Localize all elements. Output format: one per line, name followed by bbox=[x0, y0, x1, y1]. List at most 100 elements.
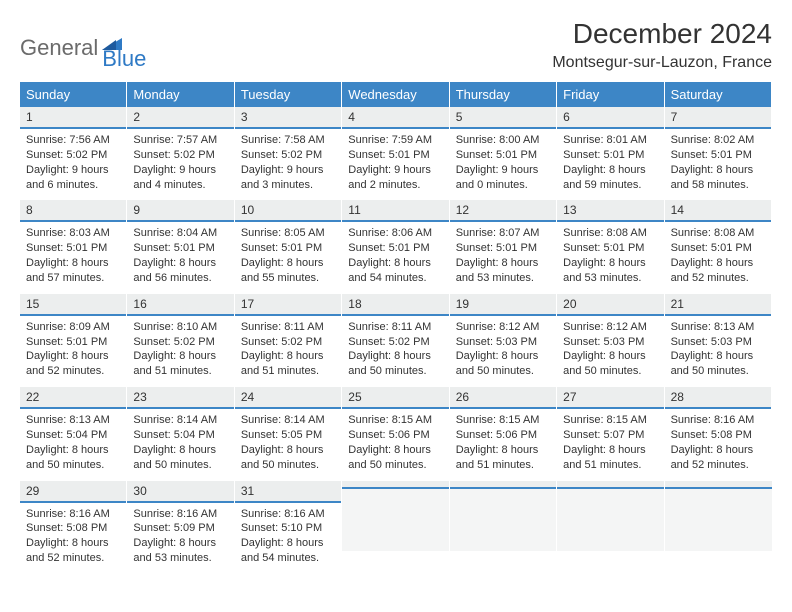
daylight-line2: and 50 minutes. bbox=[241, 458, 335, 473]
empty-cell bbox=[450, 489, 556, 551]
sunrise: Sunrise: 8:13 AM bbox=[26, 413, 120, 428]
calendar-cell: 31Sunrise: 8:16 AMSunset: 5:10 PMDayligh… bbox=[235, 481, 342, 574]
day-number: 20 bbox=[557, 294, 663, 316]
sunrise: Sunrise: 8:07 AM bbox=[456, 226, 550, 241]
sunset: Sunset: 5:01 PM bbox=[563, 148, 657, 163]
daylight-line1: Daylight: 8 hours bbox=[671, 256, 765, 271]
sunset: Sunset: 5:03 PM bbox=[671, 335, 765, 350]
sunset: Sunset: 5:04 PM bbox=[133, 428, 227, 443]
day-number bbox=[342, 481, 448, 489]
sunset: Sunset: 5:01 PM bbox=[133, 241, 227, 256]
daylight-line2: and 52 minutes. bbox=[671, 271, 765, 286]
daylight-line2: and 51 minutes. bbox=[241, 364, 335, 379]
daylight-line2: and 54 minutes. bbox=[348, 271, 442, 286]
sunrise: Sunrise: 8:16 AM bbox=[133, 507, 227, 522]
sunset: Sunset: 5:01 PM bbox=[26, 335, 120, 350]
daylight-line2: and 53 minutes. bbox=[563, 271, 657, 286]
sunset: Sunset: 5:02 PM bbox=[348, 335, 442, 350]
day-details: Sunrise: 7:58 AMSunset: 5:02 PMDaylight:… bbox=[235, 129, 341, 200]
day-number: 2 bbox=[127, 107, 233, 129]
day-details: Sunrise: 8:16 AMSunset: 5:09 PMDaylight:… bbox=[127, 503, 233, 574]
day-number: 12 bbox=[450, 200, 556, 222]
daylight-line1: Daylight: 8 hours bbox=[241, 349, 335, 364]
daylight-line2: and 54 minutes. bbox=[241, 551, 335, 566]
sunrise: Sunrise: 8:12 AM bbox=[456, 320, 550, 335]
day-number bbox=[557, 481, 663, 489]
sunset: Sunset: 5:01 PM bbox=[241, 241, 335, 256]
calendar-cell bbox=[665, 481, 772, 574]
daylight-line2: and 51 minutes. bbox=[563, 458, 657, 473]
daylight-line2: and 50 minutes. bbox=[348, 458, 442, 473]
day-number: 24 bbox=[235, 387, 341, 409]
daylight-line2: and 50 minutes. bbox=[26, 458, 120, 473]
calendar-cell: 19Sunrise: 8:12 AMSunset: 5:03 PMDayligh… bbox=[450, 294, 557, 387]
day-number: 11 bbox=[342, 200, 448, 222]
sunrise: Sunrise: 7:56 AM bbox=[26, 133, 120, 148]
title-block: December 2024 Montsegur-sur-Lauzon, Fran… bbox=[552, 18, 772, 72]
daylight-line2: and 50 minutes. bbox=[563, 364, 657, 379]
daylight-line2: and 53 minutes. bbox=[456, 271, 550, 286]
day-details: Sunrise: 8:05 AMSunset: 5:01 PMDaylight:… bbox=[235, 222, 341, 293]
sunset: Sunset: 5:02 PM bbox=[133, 148, 227, 163]
calendar-cell: 2Sunrise: 7:57 AMSunset: 5:02 PMDaylight… bbox=[127, 107, 234, 200]
sunset: Sunset: 5:08 PM bbox=[26, 521, 120, 536]
sunset: Sunset: 5:05 PM bbox=[241, 428, 335, 443]
daylight-line1: Daylight: 8 hours bbox=[671, 349, 765, 364]
day-number: 8 bbox=[20, 200, 126, 222]
daylight-line1: Daylight: 8 hours bbox=[348, 349, 442, 364]
sunrise: Sunrise: 8:06 AM bbox=[348, 226, 442, 241]
day-details: Sunrise: 8:15 AMSunset: 5:06 PMDaylight:… bbox=[342, 409, 448, 480]
sunrise: Sunrise: 8:16 AM bbox=[26, 507, 120, 522]
calendar-cell: 14Sunrise: 8:08 AMSunset: 5:01 PMDayligh… bbox=[665, 200, 772, 293]
day-details: Sunrise: 8:10 AMSunset: 5:02 PMDaylight:… bbox=[127, 316, 233, 387]
sunset: Sunset: 5:08 PM bbox=[671, 428, 765, 443]
day-number: 16 bbox=[127, 294, 233, 316]
day-number bbox=[450, 481, 556, 489]
calendar-cell: 27Sunrise: 8:15 AMSunset: 5:07 PMDayligh… bbox=[557, 387, 664, 480]
sunset: Sunset: 5:01 PM bbox=[456, 148, 550, 163]
sunrise: Sunrise: 8:15 AM bbox=[348, 413, 442, 428]
empty-cell bbox=[665, 489, 772, 551]
daylight-line1: Daylight: 8 hours bbox=[133, 349, 227, 364]
daylight-line2: and 55 minutes. bbox=[241, 271, 335, 286]
daylight-line2: and 51 minutes. bbox=[456, 458, 550, 473]
sunset: Sunset: 5:02 PM bbox=[241, 148, 335, 163]
daylight-line2: and 59 minutes. bbox=[563, 178, 657, 193]
daylight-line1: Daylight: 8 hours bbox=[456, 349, 550, 364]
calendar-cell bbox=[342, 481, 449, 574]
page-title: December 2024 bbox=[552, 18, 772, 50]
day-details: Sunrise: 7:56 AMSunset: 5:02 PMDaylight:… bbox=[20, 129, 126, 200]
daylight-line1: Daylight: 8 hours bbox=[26, 256, 120, 271]
day-number: 25 bbox=[342, 387, 448, 409]
day-header-saturday: Saturday bbox=[665, 82, 772, 107]
daylight-line1: Daylight: 8 hours bbox=[563, 256, 657, 271]
day-header-friday: Friday bbox=[557, 82, 664, 107]
day-number: 28 bbox=[665, 387, 771, 409]
sunset: Sunset: 5:01 PM bbox=[348, 241, 442, 256]
day-details: Sunrise: 8:11 AMSunset: 5:02 PMDaylight:… bbox=[235, 316, 341, 387]
sunrise: Sunrise: 7:58 AM bbox=[241, 133, 335, 148]
day-number: 29 bbox=[20, 481, 126, 503]
daylight-line1: Daylight: 8 hours bbox=[26, 536, 120, 551]
day-number: 4 bbox=[342, 107, 448, 129]
day-number: 6 bbox=[557, 107, 663, 129]
sunset: Sunset: 5:02 PM bbox=[241, 335, 335, 350]
daylight-line1: Daylight: 9 hours bbox=[241, 163, 335, 178]
day-details: Sunrise: 8:06 AMSunset: 5:01 PMDaylight:… bbox=[342, 222, 448, 293]
day-number: 27 bbox=[557, 387, 663, 409]
day-details: Sunrise: 8:14 AMSunset: 5:04 PMDaylight:… bbox=[127, 409, 233, 480]
day-number: 17 bbox=[235, 294, 341, 316]
day-details: Sunrise: 8:15 AMSunset: 5:07 PMDaylight:… bbox=[557, 409, 663, 480]
day-number: 7 bbox=[665, 107, 771, 129]
day-details: Sunrise: 8:08 AMSunset: 5:01 PMDaylight:… bbox=[665, 222, 771, 293]
daylight-line2: and 6 minutes. bbox=[26, 178, 120, 193]
daylight-line1: Daylight: 8 hours bbox=[133, 443, 227, 458]
daylight-line2: and 50 minutes. bbox=[348, 364, 442, 379]
empty-cell bbox=[557, 489, 663, 551]
day-header-sunday: Sunday bbox=[20, 82, 127, 107]
day-number: 21 bbox=[665, 294, 771, 316]
calendar-cell: 26Sunrise: 8:15 AMSunset: 5:06 PMDayligh… bbox=[450, 387, 557, 480]
day-header-thursday: Thursday bbox=[450, 82, 557, 107]
calendar-cell: 20Sunrise: 8:12 AMSunset: 5:03 PMDayligh… bbox=[557, 294, 664, 387]
day-details: Sunrise: 8:12 AMSunset: 5:03 PMDaylight:… bbox=[557, 316, 663, 387]
